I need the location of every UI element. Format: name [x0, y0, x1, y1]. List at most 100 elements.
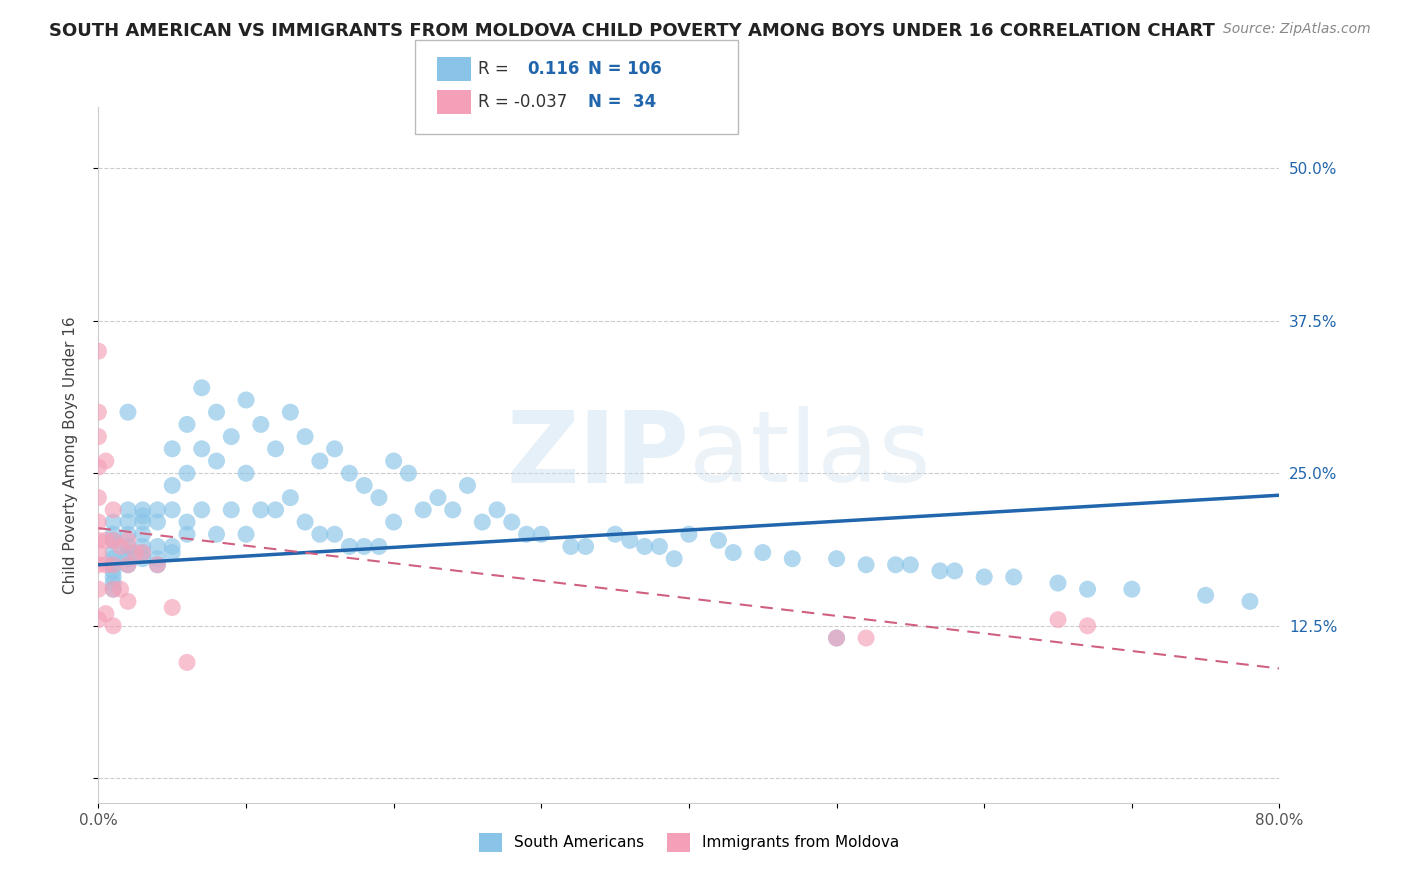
- Point: [250, 503, 273, 517]
- Point: [825, 551, 848, 566]
- Point: [103, 551, 125, 566]
- Point: [94, 533, 117, 548]
- Point: [353, 478, 375, 492]
- Point: [132, 540, 155, 554]
- Point: [752, 545, 775, 559]
- Point: [117, 558, 139, 572]
- Point: [471, 515, 494, 529]
- Point: [339, 540, 361, 554]
- Point: [221, 429, 243, 443]
- Point: [117, 515, 139, 529]
- Point: [176, 656, 198, 670]
- Point: [884, 558, 907, 572]
- Point: [221, 503, 243, 517]
- Point: [94, 558, 117, 572]
- Point: [294, 429, 316, 443]
- Point: [398, 467, 420, 481]
- Point: [176, 515, 198, 529]
- Point: [87, 429, 110, 443]
- Text: atlas: atlas: [689, 407, 931, 503]
- Point: [1239, 594, 1261, 608]
- Point: [678, 527, 700, 541]
- Point: [87, 460, 110, 475]
- Point: [103, 558, 125, 572]
- Point: [280, 405, 302, 419]
- Point: [176, 417, 198, 432]
- Point: [132, 503, 155, 517]
- Text: R = -0.037: R = -0.037: [478, 93, 567, 111]
- Text: N = 106: N = 106: [588, 60, 661, 78]
- Point: [103, 515, 125, 529]
- Point: [368, 491, 391, 505]
- Point: [619, 533, 641, 548]
- Point: [103, 545, 125, 559]
- Point: [486, 503, 509, 517]
- Point: [235, 467, 257, 481]
- Point: [117, 405, 139, 419]
- Point: [162, 478, 183, 492]
- Point: [280, 491, 302, 505]
- Point: [575, 540, 598, 554]
- Point: [634, 540, 657, 554]
- Point: [1121, 582, 1143, 597]
- Point: [323, 527, 346, 541]
- Point: [132, 508, 155, 523]
- Point: [117, 540, 139, 554]
- Text: N =  34: N = 34: [588, 93, 657, 111]
- Point: [1046, 613, 1070, 627]
- Point: [103, 533, 125, 548]
- Point: [191, 381, 214, 395]
- Point: [427, 491, 450, 505]
- Point: [1002, 570, 1025, 584]
- Point: [87, 491, 110, 505]
- Point: [648, 540, 671, 554]
- Point: [124, 545, 146, 559]
- Point: [516, 527, 538, 541]
- Point: [117, 527, 139, 541]
- Point: [103, 564, 125, 578]
- Point: [110, 582, 132, 597]
- Point: [1046, 576, 1070, 591]
- Point: [412, 503, 434, 517]
- Point: [146, 515, 169, 529]
- Point: [87, 344, 110, 359]
- Point: [103, 503, 125, 517]
- Point: [132, 515, 155, 529]
- Point: [1077, 582, 1099, 597]
- Point: [501, 515, 523, 529]
- Point: [87, 582, 110, 597]
- Point: [146, 540, 169, 554]
- Point: [457, 478, 479, 492]
- Point: [973, 570, 995, 584]
- Point: [855, 631, 877, 645]
- Point: [929, 564, 952, 578]
- Point: [94, 454, 117, 468]
- Point: [162, 442, 183, 456]
- Point: [176, 527, 198, 541]
- Point: [530, 527, 553, 541]
- Point: [250, 417, 273, 432]
- Point: [132, 527, 155, 541]
- Point: [132, 545, 155, 559]
- Point: [382, 515, 405, 529]
- Point: [441, 503, 464, 517]
- Text: SOUTH AMERICAN VS IMMIGRANTS FROM MOLDOVA CHILD POVERTY AMONG BOYS UNDER 16 CORR: SOUTH AMERICAN VS IMMIGRANTS FROM MOLDOV…: [49, 22, 1215, 40]
- Point: [176, 467, 198, 481]
- Point: [110, 540, 132, 554]
- Text: ZIP: ZIP: [506, 407, 689, 503]
- Point: [294, 515, 316, 529]
- Point: [87, 533, 110, 548]
- Point: [162, 600, 183, 615]
- Point: [103, 582, 125, 597]
- Point: [782, 551, 804, 566]
- Point: [103, 533, 125, 548]
- Point: [191, 503, 214, 517]
- Point: [87, 515, 110, 529]
- Point: [103, 576, 125, 591]
- Point: [707, 533, 730, 548]
- Text: 0.116: 0.116: [527, 60, 579, 78]
- Y-axis label: Child Poverty Among Boys Under 16: Child Poverty Among Boys Under 16: [63, 316, 77, 594]
- Point: [87, 558, 110, 572]
- Point: [117, 551, 139, 566]
- Point: [94, 607, 117, 621]
